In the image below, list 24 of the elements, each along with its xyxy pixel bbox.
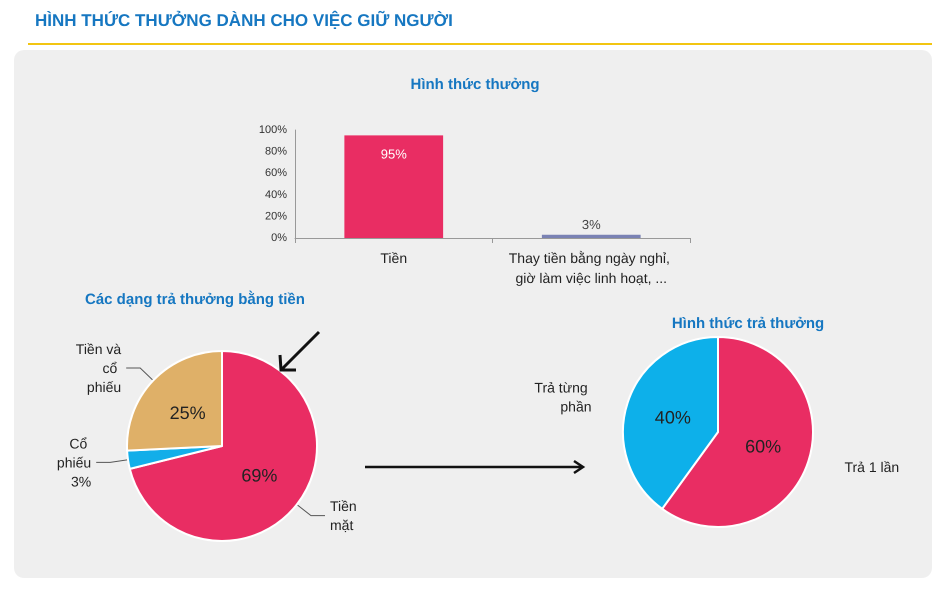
data-label: 95% — [380, 146, 408, 162]
slice-label: Trả 1 lần — [844, 458, 900, 475]
y-tick-label: 60% — [264, 167, 288, 180]
y-tick-label: 100% — [258, 124, 288, 136]
slice-label: Trả từng phần — [534, 380, 592, 415]
y-tick-label: 0% — [271, 232, 288, 244]
x-tick-label: Tiền — [380, 250, 408, 266]
slice-label: Cổ phiếu — [56, 435, 92, 470]
x-tick-label: Thay tiền bằng ngày nghỉ, giờ làm việc linh hoạt, ... — [508, 250, 674, 286]
slice-label: Tiền mặt — [330, 498, 361, 534]
data-label: 25% — [170, 403, 206, 424]
chart-title: Hình thức trả thưởng — [672, 315, 824, 332]
data-label: 69% — [241, 465, 278, 486]
chart-title: Các dạng trả thưởng bằng tiền — [85, 290, 305, 308]
y-tick-label: 20% — [264, 210, 288, 222]
chart-title: Hình thức thưởng — [410, 76, 540, 93]
data-label: 60% — [745, 436, 782, 457]
data-label: 3% — [70, 473, 92, 490]
y-tick-label: 80% — [264, 146, 288, 158]
text: HÌNH THỨC THƯỞNG DÀNH CHO VIỆC GIỮ NGƯỜI — [35, 10, 453, 30]
slice-label: Tiền và cổ phiếu — [76, 341, 122, 396]
data-label: 3% — [582, 216, 602, 232]
data-label: 40% — [654, 407, 691, 428]
y-tick-label: 40% — [264, 188, 288, 201]
